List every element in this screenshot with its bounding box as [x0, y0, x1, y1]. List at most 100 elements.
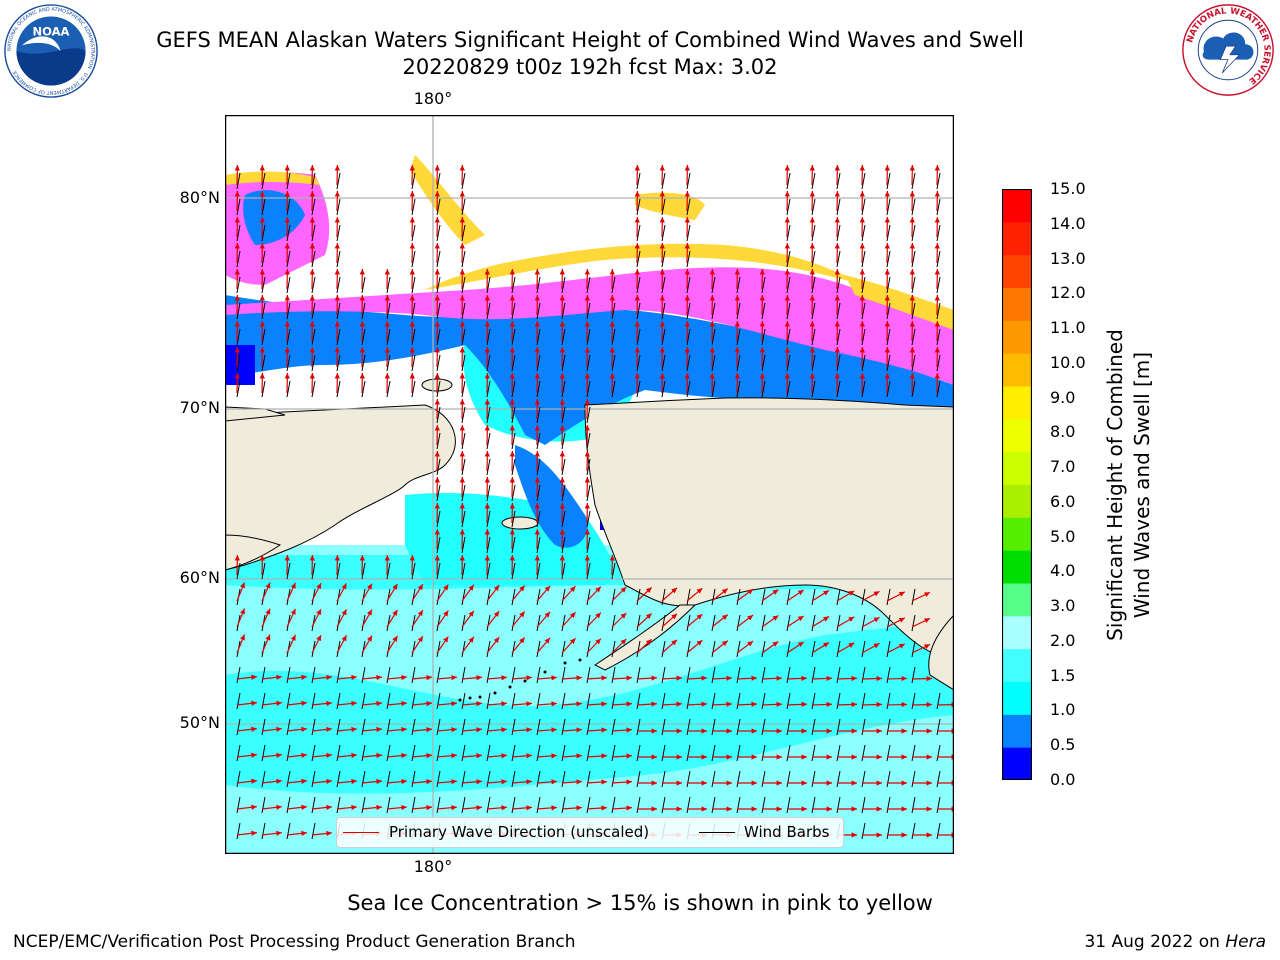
wind-barb	[886, 744, 891, 762]
wind-barb	[786, 718, 791, 736]
wave-arrow-head	[392, 635, 398, 642]
wind-barb	[461, 640, 466, 658]
wave-arrow-head	[801, 675, 807, 681]
wave-arrow-head	[251, 726, 257, 732]
wind-barb	[336, 692, 341, 710]
wind-barb	[511, 484, 516, 502]
wave-arrow-head	[776, 806, 782, 812]
wave-arrow-head	[634, 191, 640, 197]
wind-barb	[486, 484, 491, 502]
wave-arrow-head	[251, 700, 257, 706]
wave-arrow-head	[676, 806, 682, 812]
wind-barb	[436, 614, 441, 632]
wave-arrow-head	[709, 295, 715, 301]
wave-arrow-head	[934, 321, 940, 327]
wind-barb	[661, 302, 666, 320]
wind-barb	[761, 302, 766, 320]
wind-barb	[911, 276, 916, 294]
wind-barb	[436, 640, 441, 658]
wind-barb	[861, 692, 866, 710]
wind-barb	[811, 718, 816, 736]
wave-arrow-head	[409, 217, 415, 223]
wind-barb	[511, 328, 516, 346]
wind-barb	[936, 692, 941, 710]
wind-barb	[411, 224, 416, 242]
wind-barb	[486, 614, 491, 632]
wave-arrow-head	[326, 830, 332, 837]
primary-wave-legend-line	[343, 832, 379, 833]
wave-arrow-head	[784, 373, 790, 379]
wave-arrow-head	[851, 806, 857, 812]
wave-arrow-head	[898, 591, 905, 597]
wave-arrow-head	[259, 165, 265, 171]
colorbar-tick-label: 2.0	[1050, 630, 1076, 650]
wave-arrow-head	[651, 754, 657, 760]
wind-barb	[236, 250, 241, 268]
wave-arrow-head	[684, 321, 690, 327]
wave-arrow-head	[451, 779, 457, 785]
wave-arrow-head	[409, 321, 415, 327]
wind-barb	[286, 796, 291, 814]
wave-arrow-head	[259, 191, 265, 197]
wave-arrow-head	[484, 321, 490, 327]
colorbar-tick-label: 12.0	[1050, 283, 1086, 303]
wind-barb	[486, 458, 491, 476]
wind-barb	[561, 328, 566, 346]
wave-arrow-head	[484, 347, 490, 353]
wave-arrow-head	[234, 347, 240, 353]
wind-barb	[236, 302, 241, 320]
wave-arrow-head	[251, 778, 257, 784]
wave-arrow-head	[595, 638, 601, 645]
wave-arrow-head	[884, 347, 890, 353]
wind-barb	[611, 380, 616, 398]
wave-arrow-head	[884, 295, 890, 301]
wind-barb	[586, 510, 591, 528]
wave-arrow-head	[384, 347, 390, 353]
wave-arrow-head	[434, 243, 440, 249]
wind-barb	[836, 198, 841, 216]
wind-barb	[361, 328, 366, 346]
wave-arrow-head	[826, 780, 832, 786]
wave-arrow-head	[443, 584, 449, 591]
wave-arrow-head	[234, 555, 240, 561]
wind-barb	[636, 276, 641, 294]
wind-barb	[511, 614, 516, 632]
wave-arrow-head	[784, 269, 790, 275]
wind-barb	[236, 770, 241, 788]
wind-barb	[836, 770, 841, 788]
wave-arrow-head	[426, 805, 432, 811]
wave-arrow-head	[626, 753, 632, 759]
wave-arrow-head	[701, 780, 707, 786]
wave-arrow-head	[659, 321, 665, 327]
wave-arrow-head	[797, 589, 804, 596]
wind-barb	[386, 692, 391, 710]
wave-arrow-head	[259, 243, 265, 249]
wind-barb	[486, 666, 491, 684]
wave-arrow-head	[459, 529, 465, 535]
wave-arrow-head	[676, 780, 682, 786]
wind-barb	[311, 250, 316, 268]
wind-barb	[286, 172, 291, 190]
wind-barb	[611, 692, 616, 710]
wind-barb	[536, 432, 541, 450]
colorbar-cell	[1002, 583, 1032, 617]
wave-arrow-head	[751, 780, 757, 786]
wave-arrow-head	[484, 529, 490, 535]
wind-barb	[686, 198, 691, 216]
wave-arrow-head	[334, 243, 340, 249]
wind-barb	[511, 588, 516, 606]
wave-arrow-head	[334, 373, 340, 379]
wave-arrow-head	[276, 778, 282, 784]
wind-barb	[461, 692, 466, 710]
wave-arrow-head	[484, 425, 490, 431]
wind-barb	[511, 380, 516, 398]
wind-barb	[911, 328, 916, 346]
wave-arrow-head	[659, 217, 665, 223]
wave-arrow-head	[309, 321, 315, 327]
wave-arrow-head	[316, 609, 321, 616]
wind-barb	[536, 744, 541, 762]
lat-label-60n: 60°N	[179, 568, 220, 587]
wind-barb	[411, 666, 416, 684]
colorbar-cell	[1002, 681, 1032, 715]
wave-arrow-head	[576, 675, 582, 681]
